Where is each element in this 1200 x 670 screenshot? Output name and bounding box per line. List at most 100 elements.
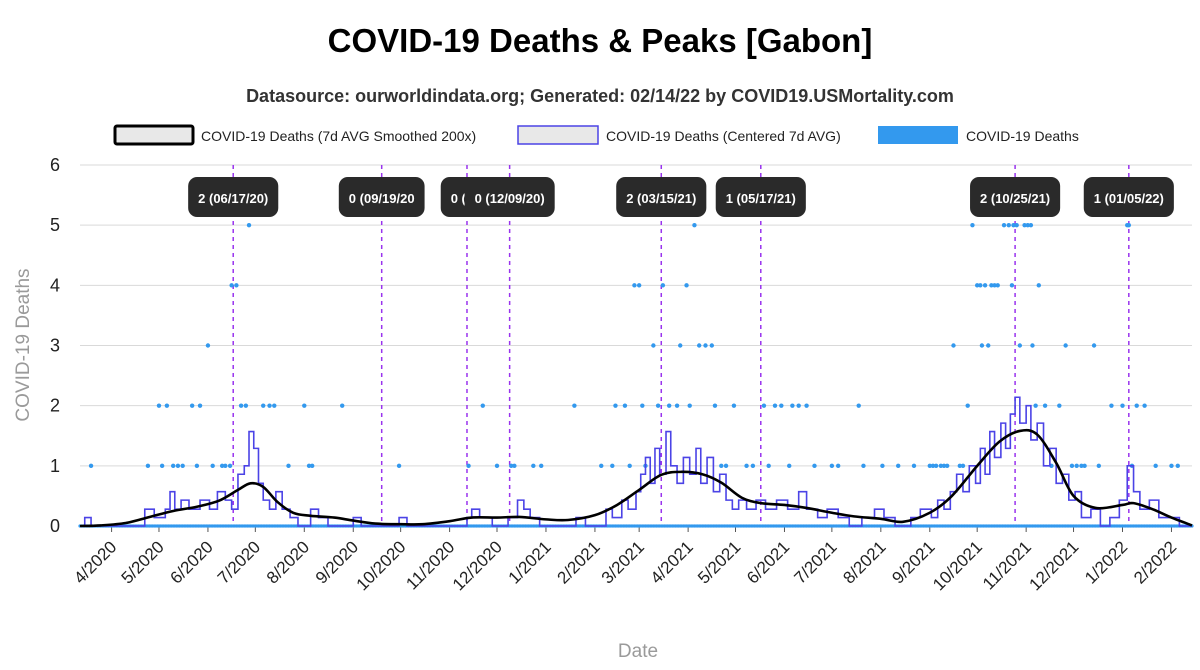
data-point [1091, 343, 1097, 348]
data-point [951, 343, 956, 348]
data-point [306, 463, 312, 469]
peak-label-text: 1 (05/17/21) [726, 191, 796, 206]
x-tick-label: 5/2020 [118, 537, 168, 587]
peak-label: 1 (05/17/21) [715, 177, 806, 217]
data-point [960, 463, 966, 469]
data-point [494, 463, 500, 469]
data-point [1134, 403, 1139, 408]
data-point [995, 283, 1000, 288]
data-point [651, 343, 656, 348]
data-point [1142, 403, 1147, 408]
data-point [189, 403, 195, 408]
data-point [243, 403, 249, 408]
data-point [613, 403, 618, 408]
x-tick-label: 4/2021 [647, 537, 697, 587]
x-tick-label: 6/2021 [743, 537, 793, 587]
data-point [986, 343, 991, 348]
data-point [1120, 403, 1125, 408]
data-point [229, 283, 234, 288]
peak-label-box [715, 177, 806, 217]
x-tick-label: 12/2020 [449, 537, 506, 594]
peak-label-box [464, 177, 555, 217]
data-point [927, 463, 932, 469]
x-tick-label: 2/2021 [554, 537, 604, 587]
data-point [286, 463, 291, 469]
x-tick-label: 5/2021 [694, 537, 744, 587]
y-tick-label: 3 [50, 336, 60, 356]
legend-swatch-centered [517, 125, 599, 145]
data-point [790, 403, 795, 408]
data-point [804, 403, 809, 408]
x-tick-label: 1/2022 [1081, 537, 1131, 587]
y-axis-title: COVID-19 Deaths [13, 268, 34, 421]
data-point [1028, 222, 1034, 228]
x-tick-label: 7/2021 [790, 537, 840, 587]
x-axis-ticks: 4/20205/20206/20207/20208/20209/202010/2… [70, 526, 1180, 594]
data-point [678, 343, 683, 348]
peak-label-text: 0 (12/09/20) [475, 191, 545, 206]
data-point [227, 463, 233, 469]
peak-label-box [970, 177, 1061, 217]
y-tick-label: 4 [50, 275, 60, 295]
data-point [660, 283, 666, 288]
data-point [194, 463, 200, 469]
legend-label-centered: COVID-19 Deaths (Centered 7d AVG) [606, 128, 841, 144]
data-point [197, 403, 203, 408]
y-tick-label: 5 [50, 215, 60, 235]
data-point [1017, 343, 1023, 348]
chart-subtitle: Datasource: ourworldindata.org; Generate… [246, 86, 954, 106]
data-point [219, 463, 225, 469]
x-tick-label: 2/2022 [1130, 537, 1180, 587]
data-point [1169, 463, 1174, 469]
peak-label-text: 2 (10/25/21) [980, 191, 1050, 206]
data-point [466, 463, 471, 469]
data-point [666, 403, 672, 408]
data-point [610, 463, 615, 469]
data-point [731, 403, 737, 408]
x-tick-label: 11/2021 [979, 537, 1035, 593]
data-point [938, 463, 944, 469]
data-point [340, 403, 345, 408]
data-point [979, 343, 985, 348]
x-tick-label: 8/2020 [263, 537, 313, 587]
data-point [957, 463, 963, 469]
series-smoothed-line [79, 428, 1193, 528]
data-point [1082, 463, 1087, 469]
data-point [1153, 463, 1158, 469]
data-point [145, 463, 151, 469]
data-point [539, 463, 544, 469]
data-point [302, 403, 307, 408]
y-tick-label: 0 [50, 516, 60, 536]
data-point [1175, 463, 1180, 469]
data-point [272, 403, 277, 408]
data-point [674, 403, 680, 408]
series-lines [79, 396, 1193, 528]
data-point [205, 343, 211, 348]
data-point [509, 463, 514, 469]
data-point [572, 403, 577, 408]
peak-label-box [616, 177, 707, 217]
data-point [723, 463, 729, 469]
data-point [709, 343, 715, 348]
data-point [1036, 283, 1041, 288]
data-point [719, 463, 724, 469]
x-tick-label: 8/2021 [839, 537, 889, 587]
data-point [750, 463, 756, 469]
data-point [930, 463, 936, 469]
peak-label: 2 (10/25/21) [970, 177, 1061, 217]
data-point [1006, 222, 1011, 228]
y-tick-label: 2 [50, 396, 60, 416]
peak-label-text: 2 (06/17/20) [198, 191, 268, 206]
data-point [687, 403, 692, 408]
data-point [88, 463, 94, 469]
data-point [941, 463, 947, 469]
data-point [261, 403, 266, 408]
data-point [1033, 403, 1038, 408]
peak-label: 2 (03/15/21) [616, 177, 707, 217]
x-tick-label: 4/2020 [70, 537, 120, 587]
grid [80, 164, 1192, 527]
y-tick-label: 6 [50, 155, 60, 175]
data-point [210, 463, 215, 469]
data-point [1079, 463, 1084, 469]
